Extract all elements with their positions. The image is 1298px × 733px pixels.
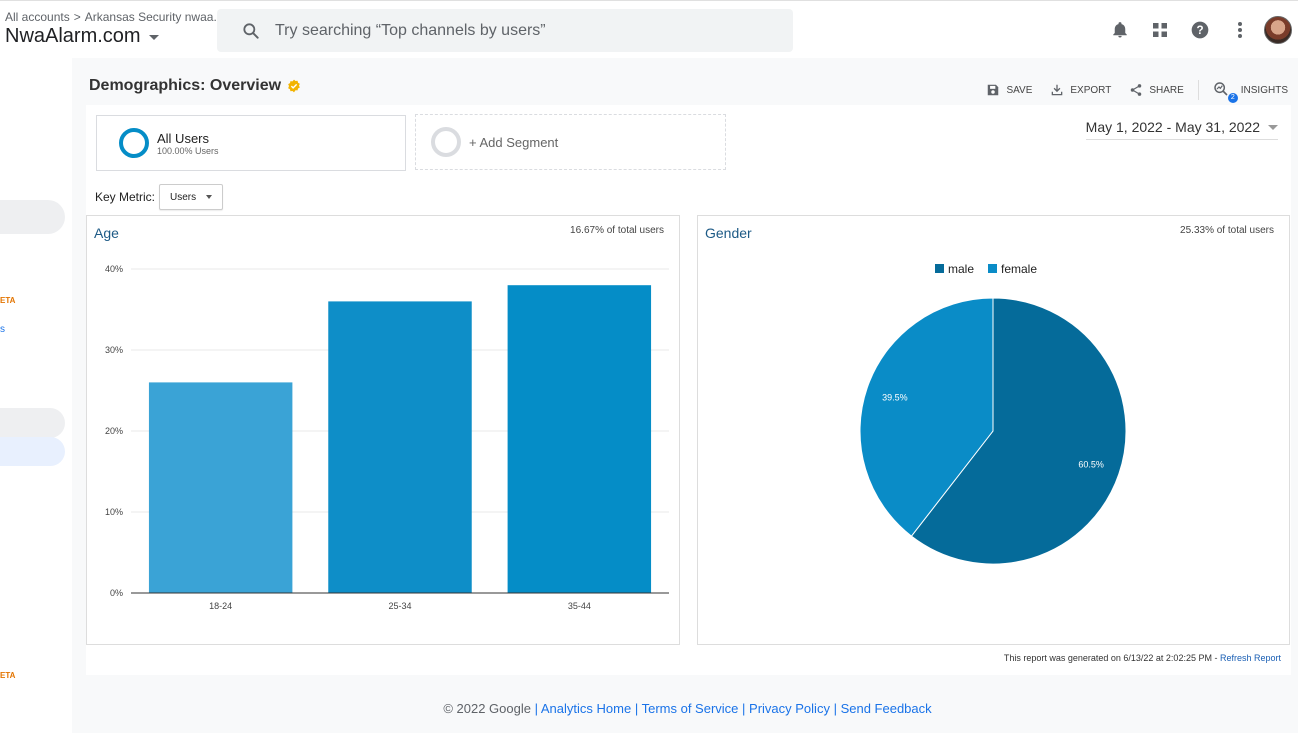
sidebar-item-selected[interactable] [0, 437, 65, 466]
legend-label-male: male [948, 262, 974, 276]
share-icon [1131, 84, 1142, 96]
export-button[interactable]: EXPORT [1050, 83, 1111, 97]
gender-panel: Gender 25.33% of total users male female 6… [697, 215, 1290, 645]
save-icon [988, 84, 999, 96]
divider [1197, 80, 1199, 100]
more-vert-icon[interactable] [1220, 15, 1260, 45]
y-tick-label: 20% [105, 426, 123, 436]
sidebar-beta-badge: ETA [0, 296, 16, 305]
top-icons: ? [1100, 15, 1298, 45]
footer-copyright: © 2022 Google [443, 701, 531, 716]
y-tick-label: 10% [105, 507, 123, 517]
chevron-right-icon: > [73, 10, 81, 24]
age-bar-18-24[interactable] [148, 382, 293, 593]
age-bar-35-44[interactable] [507, 285, 652, 593]
verified-badge-icon [288, 79, 300, 93]
help-icon[interactable]: ? [1180, 15, 1220, 45]
caret-down-icon [148, 35, 159, 40]
key-metric-control: Key Metric: Users [95, 184, 224, 210]
report-generated-note: This report was generated on 6/13/22 at … [1004, 653, 1281, 663]
insights-button[interactable]: 2 INSIGHTS [1213, 81, 1288, 103]
age-panel: Age 16.67% of total users 0% 10% 20% 30% 40%… [86, 215, 680, 645]
add-segment-label: + Add Segment [469, 134, 559, 150]
download-icon [1052, 84, 1063, 96]
footer-link-feedback[interactable]: Send Feedback [840, 701, 932, 716]
footer: © 2022 Google | Analytics Home | Terms o… [443, 701, 932, 716]
account-selector[interactable]: NwaAlarm.com [5, 25, 159, 48]
add-segment-button[interactable]: + Add Segment [415, 114, 726, 170]
key-metric-label: Key Metric: [95, 190, 156, 204]
search-bar[interactable] [217, 9, 793, 52]
page-title: Demographics: Overview [89, 77, 282, 94]
footer-link-terms[interactable]: Terms of Service [641, 701, 739, 716]
pie-label-female: 39.5% [882, 392, 908, 402]
segment-percent: 100.00% Users [157, 145, 219, 156]
refresh-report-link[interactable]: Refresh Report [1219, 653, 1281, 663]
share-label: SHARE [1149, 84, 1184, 96]
y-tick-label: 40% [105, 264, 123, 274]
caret-down-icon [1268, 124, 1278, 130]
report-card: All Users 100.00% Users + Add Segment Ma… [86, 105, 1291, 675]
share-button[interactable]: SHARE [1129, 83, 1184, 97]
legend-swatch-female [988, 264, 997, 273]
search-icon [243, 22, 259, 39]
notifications-bell-icon[interactable] [1100, 15, 1140, 45]
age-bar-25-34[interactable] [328, 301, 472, 593]
report-actions: SAVE EXPORT SHARE 2 INSIGHTS [968, 80, 1288, 103]
sidebar: ETA s ETA [0, 58, 72, 733]
footer-link-analytics-home[interactable]: Analytics Home [540, 701, 632, 716]
svg-text:?: ? [1196, 24, 1203, 37]
footer-link-privacy[interactable]: Privacy Policy [749, 701, 830, 716]
age-bar-chart: 0% 10% 20% 30% 40% 18-24 25-34 35-44 [105, 264, 669, 611]
gender-share-note: 25.33% of total users [1180, 225, 1274, 236]
date-range-value: May 1, 2022 - May 31, 2022 [1085, 119, 1260, 135]
segment-all-users[interactable]: All Users 100.00% Users [96, 115, 406, 171]
caret-down-icon [206, 195, 213, 199]
pie-label-male: 60.5% [1078, 460, 1104, 470]
sidebar-beta-badge: ETA [0, 671, 16, 680]
age-chart-title: Age [94, 225, 119, 241]
insights-count-badge: 2 [1227, 92, 1238, 103]
search-input[interactable] [275, 21, 755, 40]
save-button[interactable]: SAVE [986, 83, 1032, 97]
report-header: Demographics: Overview [89, 77, 301, 95]
export-label: EXPORT [1070, 84, 1112, 96]
insights-icon: 2 [1213, 81, 1238, 103]
apps-grid-icon[interactable] [1140, 15, 1180, 45]
breadcrumb-property[interactable]: Arkansas Security nwaa... [84, 10, 224, 24]
age-share-note: 16.67% of total users [570, 225, 664, 236]
key-metric-value: Users [170, 191, 197, 203]
account-name: NwaAlarm.com [5, 25, 141, 47]
x-tick-label: 25-34 [388, 601, 411, 611]
y-tick-label: 0% [110, 588, 123, 598]
main-content: Demographics: Overview SAVE EXPORT SHARE… [72, 58, 1298, 733]
sidebar-item[interactable] [0, 408, 65, 438]
x-tick-label: 18-24 [209, 601, 232, 611]
legend-label-female: female [1001, 262, 1037, 276]
breadcrumb-all-accounts[interactable]: All accounts [5, 10, 70, 24]
gender-chart-title: Gender [705, 225, 752, 241]
top-bar: All accounts > Arkansas Security nwaa... N… [0, 0, 1298, 58]
sidebar-item-label[interactable]: s [0, 324, 5, 335]
breadcrumb[interactable]: All accounts > Arkansas Security nwaa... [5, 10, 223, 24]
empty-segment-ring-icon [431, 127, 461, 157]
legend-swatch-male [935, 264, 944, 273]
sidebar-item[interactable] [0, 200, 65, 234]
pie-slice-female[interactable] [859, 297, 994, 537]
segment-ring-icon [119, 128, 149, 158]
avatar[interactable] [1264, 16, 1292, 44]
pie-slice-male[interactable] [910, 297, 1127, 565]
key-metric-select[interactable]: Users [159, 184, 224, 210]
y-tick-label: 30% [105, 345, 123, 355]
insights-label: INSIGHTS [1240, 84, 1288, 96]
gender-pie-chart: male female 60.5% 39.5% [859, 262, 1127, 565]
segment-name: All Users [157, 130, 210, 146]
generated-text: This report was generated on 6/13/22 at … [1003, 653, 1220, 663]
date-range-selector[interactable]: May 1, 2022 - May 31, 2022 [1085, 119, 1278, 140]
x-tick-label: 35-44 [568, 601, 591, 611]
save-label: SAVE [1006, 84, 1033, 96]
